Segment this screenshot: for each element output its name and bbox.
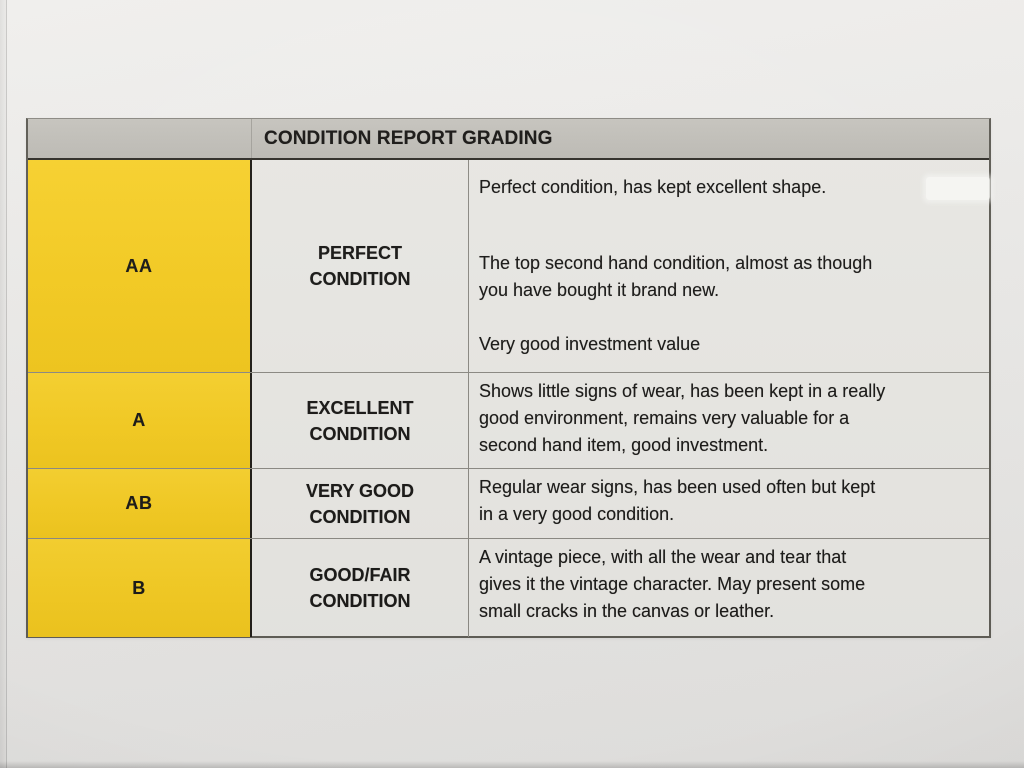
condition-report-grading-table: CONDITION REPORT GRADING AA PERFECT COND… <box>26 118 991 638</box>
condition-cell: PERFECT CONDITION <box>252 160 469 372</box>
description-paragraph: The top second hand condition, almost as… <box>479 253 873 300</box>
table-header-row: CONDITION REPORT GRADING <box>28 119 989 160</box>
description-cell: Shows little signs of wear, has been kep… <box>469 373 989 468</box>
condition-cell: GOOD/FAIR CONDITION <box>252 539 469 637</box>
header-cell-empty <box>28 119 252 158</box>
grade-cell: AA <box>28 160 252 372</box>
grade-cell: B <box>28 539 252 637</box>
photo-edge-shadow <box>0 761 1024 768</box>
description-cell: A vintage piece, with all the wear and t… <box>469 539 989 637</box>
table-row: A EXCELLENT CONDITION Shows little signs… <box>28 372 989 468</box>
table-title: CONDITION REPORT GRADING <box>264 127 553 149</box>
description-cell: Regular wear signs, has been used often … <box>469 469 989 538</box>
description-paragraph: Shows little signs of wear, has been kep… <box>479 381 886 455</box>
description-cell: Perfect condition, has kept excellent sh… <box>469 160 989 372</box>
condition-cell: VERY GOOD CONDITION <box>252 469 469 538</box>
table-row: AB VERY GOOD CONDITION Regular wear sign… <box>28 468 989 538</box>
grade-cell: A <box>28 373 252 468</box>
header-cell-title: CONDITION REPORT GRADING <box>252 119 989 158</box>
correction-mark <box>926 177 990 200</box>
description-paragraph: A vintage piece, with all the wear and t… <box>479 547 866 621</box>
description-paragraph: Regular wear signs, has been used often … <box>479 477 876 524</box>
table-row: AA PERFECT CONDITION Perfect condition, … <box>28 160 989 372</box>
grade-cell: AB <box>28 469 252 538</box>
paper-left-edge <box>0 0 7 768</box>
description-paragraph: Very good investment value <box>479 334 701 354</box>
table-row: B GOOD/FAIR CONDITION A vintage piece, w… <box>28 538 989 637</box>
condition-cell: EXCELLENT CONDITION <box>252 373 469 468</box>
description-paragraph: Perfect condition, has kept excellent sh… <box>479 177 827 197</box>
